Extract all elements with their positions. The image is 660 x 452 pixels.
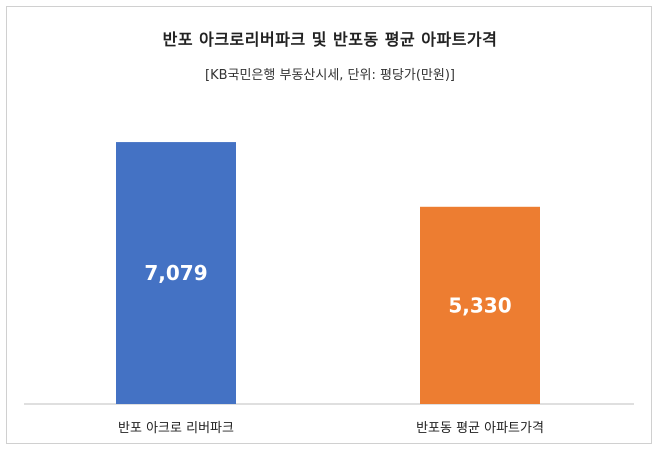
bar-labels-group: 7,079 5,330 xyxy=(144,261,511,317)
category-label: 반포 아크로 리버파크 xyxy=(118,421,234,436)
chart-title: 반포 아크로리버파크 및 반포동 평균 아파트가격 xyxy=(162,30,498,49)
category-labels-group: 반포 아크로 리버파크 반포동 평균 아파트가격 xyxy=(118,421,544,436)
chart-frame xyxy=(6,6,652,444)
chart-subtitle: [KB국민은행 부동산시세, 단위: 평당가(만원)] xyxy=(205,68,455,83)
bar-1 xyxy=(116,142,236,404)
category-label: 반포동 평균 아파트가격 xyxy=(416,421,544,436)
bars-group xyxy=(116,142,540,404)
bar-2 xyxy=(420,206,540,404)
bar-value-label: 7,079 xyxy=(144,261,207,285)
bar-value-label: 5,330 xyxy=(448,293,511,317)
